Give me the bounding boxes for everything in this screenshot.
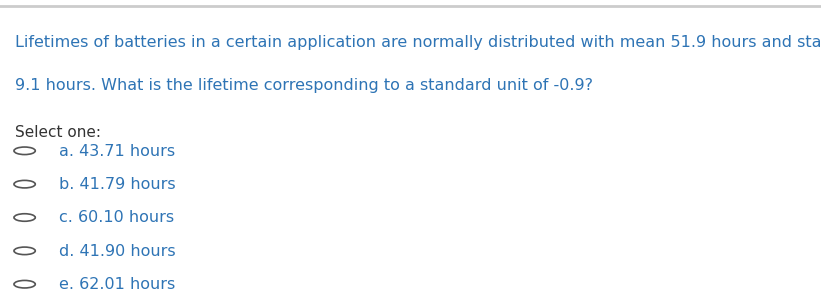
- Text: b. 41.79 hours: b. 41.79 hours: [59, 177, 176, 192]
- Text: 9.1 hours. What is the lifetime corresponding to a standard unit of -0.9?: 9.1 hours. What is the lifetime correspo…: [15, 78, 593, 93]
- Text: Lifetimes of batteries in a certain application are normally distributed with me: Lifetimes of batteries in a certain appl…: [15, 35, 821, 50]
- Text: d. 41.90 hours: d. 41.90 hours: [59, 244, 176, 259]
- Text: a. 43.71 hours: a. 43.71 hours: [59, 144, 175, 159]
- Text: c. 60.10 hours: c. 60.10 hours: [59, 210, 174, 225]
- Text: e. 62.01 hours: e. 62.01 hours: [59, 277, 176, 290]
- Text: Select one:: Select one:: [15, 125, 101, 140]
